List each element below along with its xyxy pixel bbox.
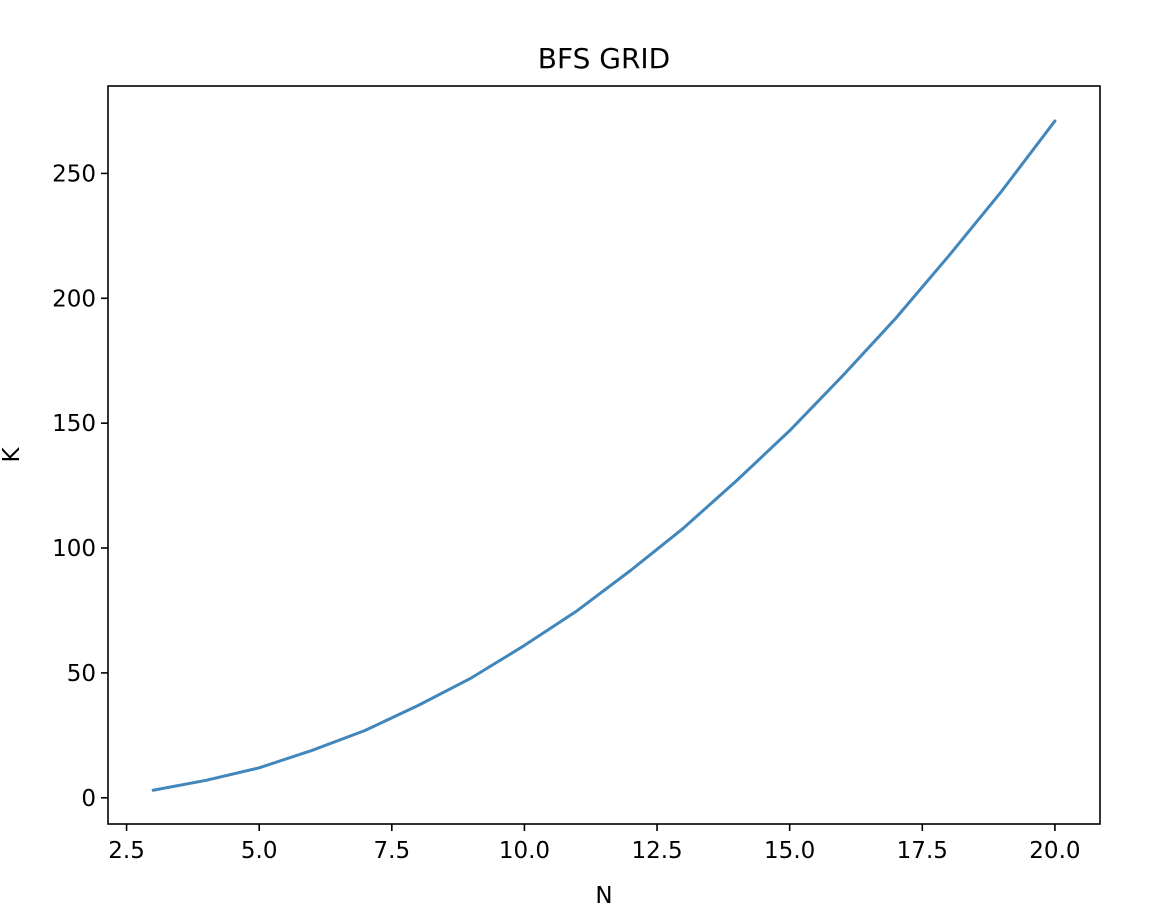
plot-area: [107, 85, 1101, 825]
y-axis: 0 50 100 150 200 250: [52, 161, 108, 812]
x-tick-label: 7.5: [374, 838, 411, 864]
x-axis-label: N: [595, 883, 612, 909]
y-tick-label: 200: [52, 286, 96, 312]
y-tick-label: 250: [52, 161, 96, 187]
x-tick-label: 12.5: [631, 838, 682, 864]
x-tick-label: 20.0: [1029, 838, 1080, 864]
y-tick-label: 50: [67, 661, 96, 687]
y-tick-label: 100: [52, 536, 96, 562]
x-axis: 2.5 5.0 7.5 10.0 12.5 15.0 17.5 20.0: [108, 824, 1081, 864]
x-tick-label: 15.0: [764, 838, 815, 864]
chart-title: BFS GRID: [538, 42, 670, 75]
plot-frame: [107, 85, 1101, 825]
x-tick-label: 17.5: [897, 838, 948, 864]
y-tick-label: 150: [52, 411, 96, 437]
x-tick-label: 10.0: [499, 838, 550, 864]
y-tick-label: 0: [81, 786, 96, 812]
y-axis-label: K: [0, 447, 25, 463]
series-line: [151, 119, 1057, 792]
x-tick-label: 2.5: [108, 838, 145, 864]
x-tick-label: 5.0: [241, 838, 278, 864]
